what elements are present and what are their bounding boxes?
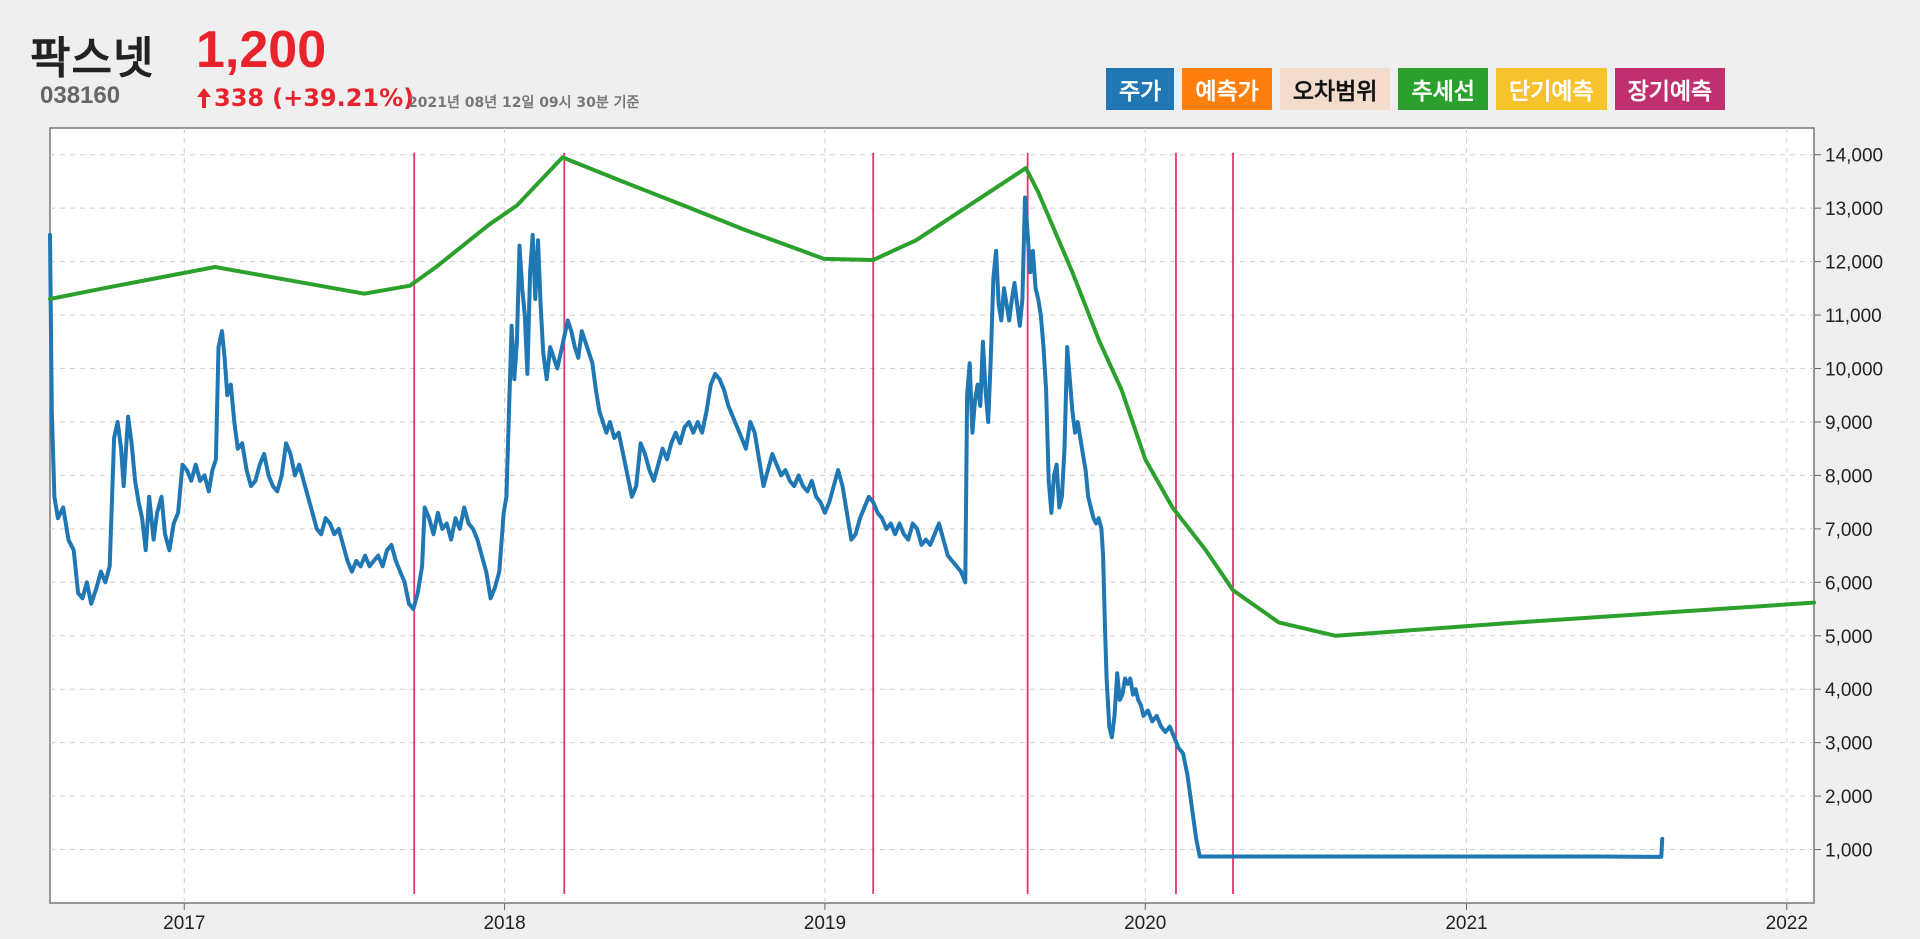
x-tick-label: 2019 bbox=[804, 913, 846, 934]
y-tick-label: 3,000 bbox=[1825, 734, 1873, 755]
change-percent: (+39.21%) bbox=[272, 84, 415, 112]
legend: 주가 예측가 오차범위 추세선 단기예측 장기예측 bbox=[1106, 68, 1726, 110]
x-tick-label: 2020 bbox=[1124, 913, 1166, 934]
x-tick-label: 2018 bbox=[483, 913, 525, 934]
y-axis: 1,000 2,000 3,000 4,000 5,000 6,000 7,000 8,000… bbox=[1814, 146, 1883, 862]
stock-name: 팍스넷 bbox=[30, 33, 155, 84]
stock-code: 038160 bbox=[40, 82, 121, 109]
series-line-1 bbox=[48, 155, 1816, 638]
y-tick-label: 7,000 bbox=[1825, 520, 1873, 541]
legend-item-0[interactable]: 주가 bbox=[1106, 68, 1175, 110]
legend-item-3[interactable]: 추세선 bbox=[1398, 68, 1488, 110]
stock-price: 1,200 bbox=[196, 21, 327, 79]
x-axis: 2017 2018 2019 2020 2021 2022 bbox=[163, 903, 1808, 934]
legend-item-4[interactable]: 단기예측 bbox=[1495, 68, 1607, 110]
x-tick-label: 2017 bbox=[163, 913, 205, 934]
arrow-up-icon bbox=[197, 88, 211, 108]
y-tick-label: 8,000 bbox=[1825, 466, 1873, 487]
change-amount: 338 bbox=[214, 84, 265, 112]
grid bbox=[50, 128, 1814, 903]
y-tick-label: 13,000 bbox=[1825, 199, 1883, 220]
series-lines bbox=[48, 155, 1816, 859]
stock-header: 팍스넷 1,200 038160 338 (+39.21%) 2021년 08년… bbox=[0, 0, 1920, 125]
y-tick-label: 12,000 bbox=[1825, 253, 1883, 274]
x-tick-label: 2021 bbox=[1445, 913, 1487, 934]
timestamp: 2021년 08년 12일 09시 30분 기준 bbox=[408, 95, 640, 111]
legend-item-2[interactable]: 오차범위 bbox=[1279, 68, 1391, 110]
y-tick-label: 11,000 bbox=[1825, 306, 1882, 327]
y-tick-label: 1,000 bbox=[1825, 841, 1873, 862]
y-tick-label: 9,000 bbox=[1825, 413, 1873, 434]
series-line-0 bbox=[48, 195, 1665, 859]
stock-chart: 2017 2018 2019 2020 2021 2022 1,000 2,000 3,000… bbox=[48, 127, 1883, 934]
legend-item-5[interactable]: 장기예측 bbox=[1614, 68, 1726, 110]
stock-change: 338 (+39.21%) bbox=[196, 84, 414, 112]
plot-area bbox=[49, 127, 1815, 904]
legend-item-1[interactable]: 예측가 bbox=[1182, 68, 1272, 110]
x-tick-label: 2022 bbox=[1766, 913, 1808, 934]
y-tick-label: 10,000 bbox=[1825, 360, 1883, 381]
y-tick-label: 5,000 bbox=[1825, 627, 1873, 648]
y-tick-label: 6,000 bbox=[1825, 573, 1873, 594]
y-tick-label: 4,000 bbox=[1825, 680, 1873, 701]
y-tick-label: 14,000 bbox=[1825, 146, 1883, 167]
vertical-markers bbox=[413, 152, 1234, 894]
y-tick-label: 2,000 bbox=[1825, 787, 1873, 808]
